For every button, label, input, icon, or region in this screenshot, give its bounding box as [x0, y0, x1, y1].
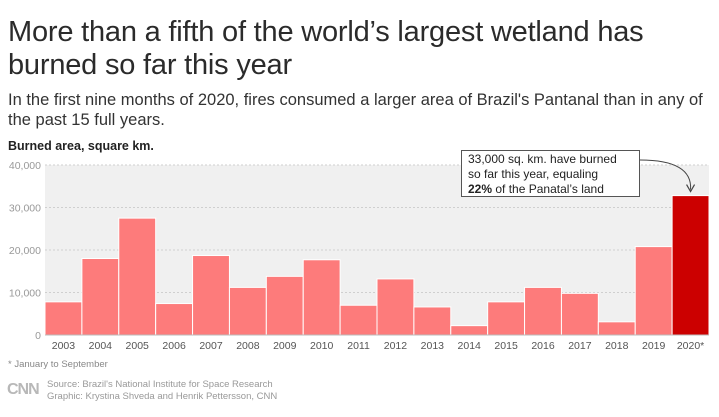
x-tick-label: 2006	[162, 340, 186, 352]
bar	[450, 325, 489, 336]
x-tick-label: 2013	[421, 340, 445, 352]
credits: Source: Brazil's National Institute for …	[47, 379, 277, 403]
annotation-connector	[639, 159, 692, 190]
y-tick-label: 20,000	[9, 245, 41, 257]
bar	[413, 306, 452, 336]
y-tick-label: 40,000	[9, 160, 41, 172]
annotation-line-2: so far this year, equaling	[468, 167, 599, 181]
bar	[81, 258, 120, 336]
chart-subtitle: In the first nine months of 2020, fires …	[8, 91, 703, 129]
annotation-arrowhead	[686, 184, 696, 193]
source-credit: Source: Brazil's National Institute for …	[47, 379, 273, 390]
bar	[155, 303, 194, 336]
footnote: * January to September	[8, 359, 108, 370]
bar	[487, 301, 526, 336]
x-tick-label: 2012	[384, 340, 408, 352]
chart-title: More than a fifth of the world’s largest…	[8, 16, 644, 81]
annotation-box: 33,000 sq. km. have burned so far this y…	[461, 150, 640, 197]
bar	[265, 275, 304, 336]
bar	[524, 286, 562, 336]
bar	[228, 286, 267, 336]
x-tick-label: 2010	[310, 340, 334, 352]
annotation-rest: of the Panatal’s land	[492, 182, 604, 196]
y-axis-label: Burned area, square km.	[8, 139, 154, 153]
x-tick-label: 2018	[605, 340, 629, 352]
bar	[302, 259, 341, 336]
y-tick-label: 10,000	[9, 288, 41, 300]
x-tick-label: 2005	[126, 340, 150, 352]
x-tick-label: 2014	[458, 340, 482, 352]
bar	[192, 255, 230, 336]
x-tick-label: 2007	[199, 340, 223, 352]
annotation-percent: 22%	[468, 182, 493, 196]
annotation-line-3: 22% of the Panatal’s land	[468, 182, 633, 197]
y-tick-label: 30,000	[9, 203, 41, 215]
bar	[597, 321, 636, 336]
x-tick-label: 2019	[642, 340, 666, 352]
x-tick-label: 2016	[531, 340, 555, 352]
graphic-credit: Graphic: Krystina Shveda and Henrik Pett…	[47, 391, 278, 402]
bar	[118, 217, 157, 336]
x-tick-label: 2020*	[677, 340, 704, 352]
annotation-line-1: 33,000 sq. km. have burned	[468, 152, 617, 166]
bar	[44, 301, 83, 336]
x-tick-label: 2017	[568, 340, 592, 352]
y-tick-label: 0	[35, 330, 41, 342]
bar	[560, 292, 599, 336]
bar	[339, 304, 378, 336]
bar	[634, 246, 673, 336]
x-tick-label: 2003	[52, 340, 76, 352]
bar	[376, 278, 415, 336]
x-tick-label: 2015	[494, 340, 518, 352]
x-tick-label: 2008	[236, 340, 260, 352]
cnn-logo: CNN	[7, 381, 40, 398]
x-tick-label: 2011	[347, 340, 370, 352]
bar	[671, 195, 710, 336]
x-tick-label: 2009	[273, 340, 297, 352]
x-tick-label: 2004	[89, 340, 113, 352]
